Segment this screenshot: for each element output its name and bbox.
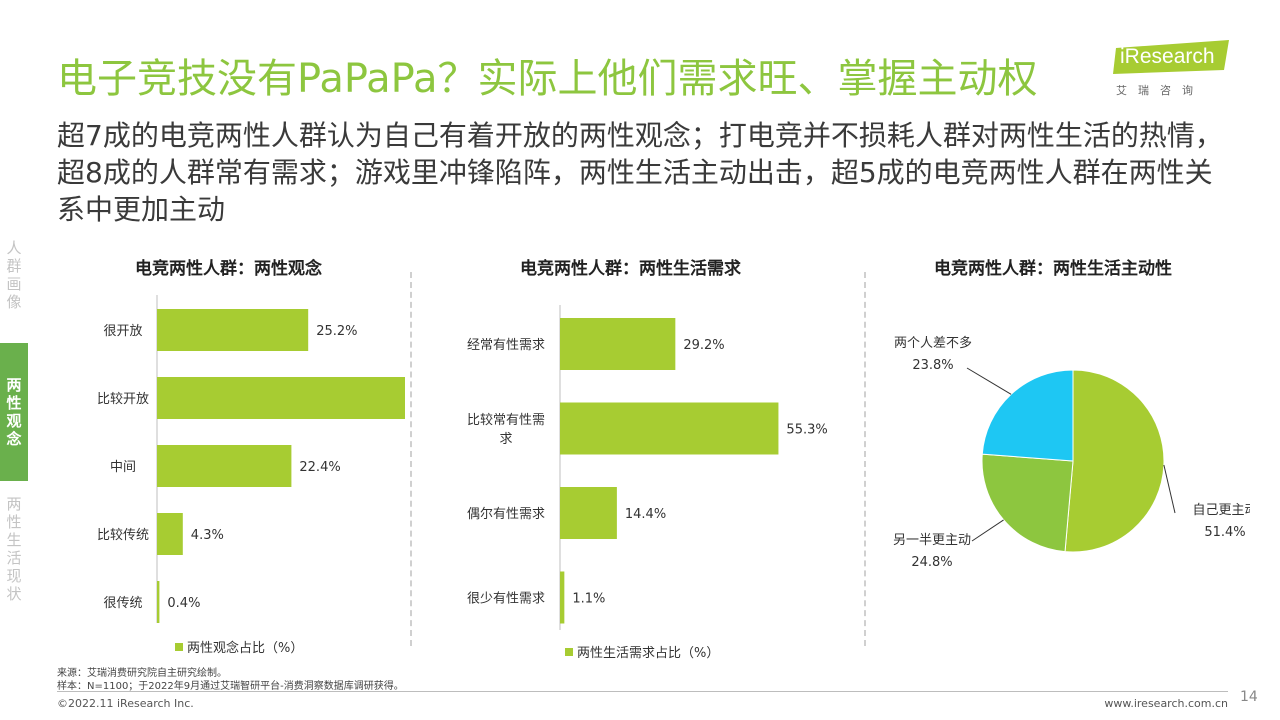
- category-label: 很少有性需求: [467, 592, 545, 607]
- pie-slice: [1064, 369, 1165, 553]
- category-label: 求: [499, 432, 512, 447]
- data-label: 1.1%: [572, 592, 605, 607]
- chart-legend-demand: 两性生活需求占比（%）: [565, 642, 719, 661]
- bar: [560, 402, 779, 455]
- data-label: 0.4%: [167, 596, 200, 611]
- legend-swatch: [175, 643, 183, 651]
- sidebar-item-sex-life[interactable]: 两 性 生 活 现 状: [6, 495, 22, 603]
- slice-value-label: 51.4%: [1204, 525, 1245, 540]
- bar: [560, 318, 676, 370]
- category-label: 中间: [110, 460, 136, 475]
- category-label: 比较传统: [97, 528, 149, 543]
- pie-slice: [981, 369, 1074, 462]
- category-label: 偶尔有性需求: [467, 507, 545, 522]
- data-label: 4.3%: [191, 528, 224, 543]
- slice-label: 两个人差不多: [894, 335, 972, 351]
- logo-badge-icon: [1113, 40, 1229, 74]
- initiative-pie-chart: 自己更主动 51.4% 另一半更主动 24.8% 两个人差不多 23.8%: [893, 335, 1250, 570]
- chart-title-initiative: 电竞两性人群：两性生活主动性: [934, 259, 1172, 279]
- chart-divider: [864, 272, 866, 646]
- bar: [560, 571, 565, 624]
- page-title: 电子竞技没有PaPaPa？实际上他们需求旺、掌握主动权: [57, 56, 1038, 102]
- data-label: 22.4%: [299, 460, 340, 475]
- leader-line: [971, 519, 1004, 542]
- page-subtitle: 超7成的电竞两性人群认为自己有着开放的两性观念；打电竞并不损耗人群对两性生活的热…: [57, 119, 1223, 226]
- chart-title-attitude: 电竞两性人群：两性观念: [135, 259, 322, 279]
- bar: [157, 513, 183, 555]
- footer-divider: [57, 691, 1228, 692]
- page-number: 14: [1240, 689, 1258, 705]
- logo-text: iResearch: [1120, 45, 1215, 68]
- iresearch-logo: iResearch 艾瑞咨询: [1113, 40, 1231, 98]
- bar: [157, 581, 160, 623]
- leader-line: [1163, 464, 1176, 514]
- category-label: 比较常有性需: [467, 413, 545, 428]
- bar: [560, 487, 617, 539]
- data-label: 29.2%: [683, 338, 724, 353]
- sidebar-item-portrait[interactable]: 人 群 画 像: [6, 239, 22, 311]
- source-note: 来源：艾瑞消费研究院自主研究绘制。: [57, 668, 227, 679]
- website-link[interactable]: www.iresearch.com.cn: [1104, 697, 1228, 710]
- category-label: 比较开放: [97, 392, 149, 407]
- bar: [157, 309, 309, 351]
- chart-title-demand: 电竞两性人群：两性生活需求: [520, 259, 741, 279]
- data-label: 55.3%: [786, 423, 827, 438]
- logo-subtext: 艾瑞咨询: [1116, 84, 1204, 97]
- slice-value-label: 23.8%: [912, 358, 953, 373]
- slice-label: 另一半更主动: [893, 533, 971, 548]
- data-label: 14.4%: [625, 507, 666, 522]
- category-label: 很开放: [103, 324, 142, 339]
- pie-slice: [981, 453, 1074, 553]
- slice-value-label: 24.8%: [911, 555, 952, 570]
- chart-legend-attitude: 两性观念占比（%）: [175, 637, 303, 656]
- copyright: ©2022.11 iResearch Inc.: [57, 697, 194, 710]
- sidebar-item-sex-attitude[interactable]: 两 性 观 念: [0, 343, 28, 481]
- leader-line: [966, 367, 1012, 395]
- sample-note: 样本：N=1100；于2022年9月通过艾瑞智研平台-消费洞察数据库调研获得。: [57, 681, 404, 692]
- bar: [157, 445, 292, 487]
- slice-label: 自己更主动: [1192, 503, 1250, 518]
- legend-swatch: [565, 648, 573, 656]
- data-label: 25.2%: [316, 324, 357, 339]
- category-label: 经常有性需求: [467, 338, 545, 353]
- bar: [157, 377, 405, 419]
- category-label: 很传统: [103, 596, 142, 611]
- chart-divider: [410, 272, 412, 646]
